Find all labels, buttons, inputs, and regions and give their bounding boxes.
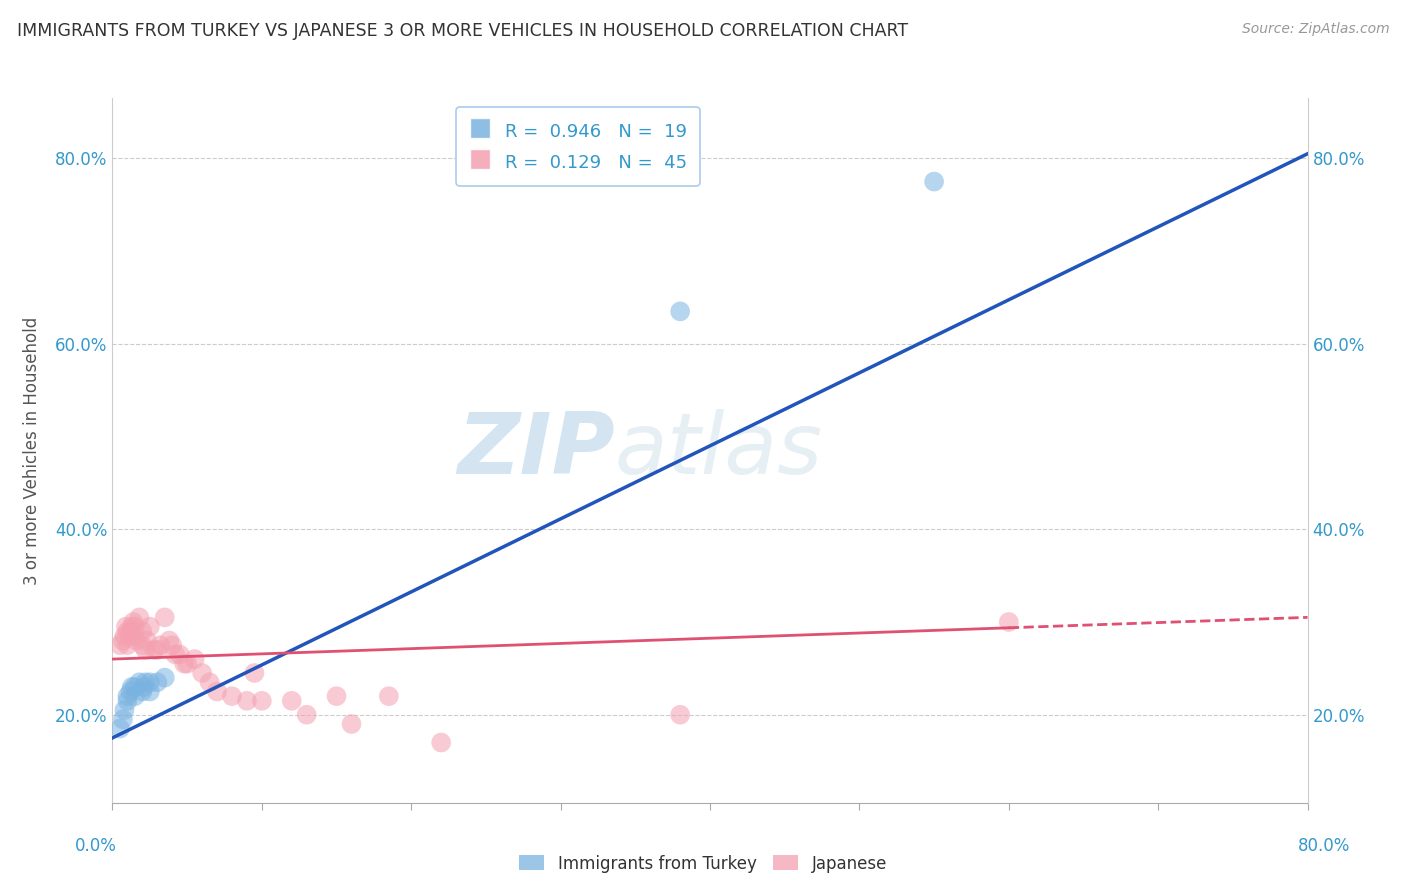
Point <box>108 638 131 652</box>
Point <box>250 694 273 708</box>
Point <box>153 610 176 624</box>
Point <box>124 629 146 643</box>
Point <box>205 684 228 698</box>
Text: atlas: atlas <box>614 409 823 492</box>
Legend: R =  0.946   N =  19, R =  0.129   N =  45: R = 0.946 N = 19, R = 0.129 N = 45 <box>456 107 700 186</box>
Point <box>149 638 172 652</box>
Point <box>115 619 138 633</box>
Point <box>198 675 221 690</box>
Point <box>120 624 142 639</box>
Point <box>243 665 266 680</box>
Point <box>139 684 162 698</box>
Point <box>922 175 945 189</box>
Legend: Immigrants from Turkey, Japanese: Immigrants from Turkey, Japanese <box>513 848 893 880</box>
Point <box>146 642 169 657</box>
Point <box>132 680 155 694</box>
Point <box>191 665 214 680</box>
Point <box>169 648 191 662</box>
Point <box>281 694 304 708</box>
Text: IMMIGRANTS FROM TURKEY VS JAPANESE 3 OR MORE VEHICLES IN HOUSEHOLD CORRELATION C: IMMIGRANTS FROM TURKEY VS JAPANESE 3 OR … <box>17 22 908 40</box>
Point <box>120 629 142 643</box>
Point <box>108 722 131 736</box>
Point <box>998 615 1021 629</box>
Point <box>120 684 142 698</box>
Point <box>378 689 401 703</box>
Point <box>340 717 363 731</box>
Point <box>124 619 146 633</box>
Point <box>430 735 453 749</box>
Point <box>124 689 146 703</box>
Point <box>221 689 243 703</box>
Point <box>295 707 318 722</box>
Point <box>131 684 153 698</box>
Point <box>176 657 198 671</box>
Point <box>162 638 183 652</box>
Point <box>139 675 162 690</box>
Point <box>117 638 139 652</box>
Point <box>134 675 156 690</box>
Text: ZIP: ZIP <box>457 409 614 492</box>
Point <box>121 619 143 633</box>
Point <box>183 652 205 666</box>
Point <box>325 689 347 703</box>
Point <box>125 633 148 648</box>
Point <box>146 675 169 690</box>
Point <box>669 304 692 318</box>
Point <box>135 633 157 648</box>
Y-axis label: 3 or more Vehicles in Household: 3 or more Vehicles in Household <box>24 317 41 584</box>
Point <box>134 642 156 657</box>
Point <box>131 638 153 652</box>
Point <box>669 707 692 722</box>
Point <box>117 694 139 708</box>
Point <box>114 703 135 717</box>
Point <box>117 624 139 639</box>
Point <box>117 689 139 703</box>
Text: 80.0%: 80.0% <box>1298 837 1351 855</box>
Text: Source: ZipAtlas.com: Source: ZipAtlas.com <box>1241 22 1389 37</box>
Point <box>111 712 134 726</box>
Point <box>143 642 166 657</box>
Point <box>165 648 187 662</box>
Point <box>131 624 153 639</box>
Point <box>173 657 195 671</box>
Point <box>128 675 150 690</box>
Point <box>122 615 145 629</box>
Point <box>111 633 134 648</box>
Point <box>114 629 135 643</box>
Point <box>236 694 259 708</box>
Point <box>157 633 180 648</box>
Point <box>121 680 143 694</box>
Point <box>139 619 162 633</box>
Point <box>153 671 176 685</box>
Point <box>128 610 150 624</box>
Text: 0.0%: 0.0% <box>75 837 117 855</box>
Point <box>124 680 146 694</box>
